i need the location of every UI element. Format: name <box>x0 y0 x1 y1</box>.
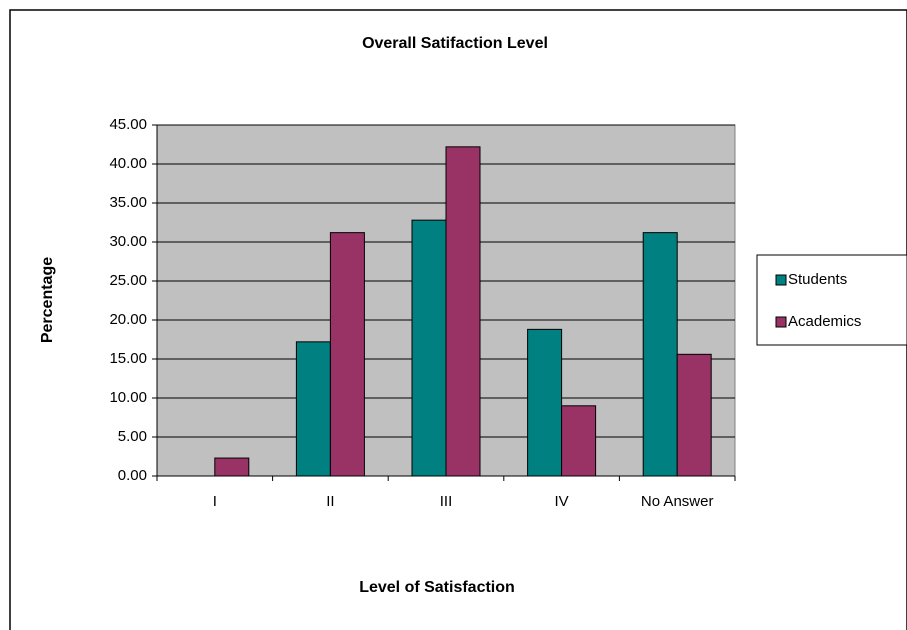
y-tick-label: 45.00 <box>109 116 147 133</box>
y-tick-label: 10.00 <box>109 389 147 406</box>
y-tick-label: 35.00 <box>109 194 147 211</box>
y-tick-label: 25.00 <box>109 272 147 289</box>
x-tick-label: II <box>326 493 334 510</box>
legend-swatch <box>775 274 787 286</box>
bar <box>642 232 678 477</box>
bar <box>445 146 481 477</box>
chart-title: Overall Satifaction Level <box>362 35 548 52</box>
bar <box>329 232 365 477</box>
x-tick-label: III <box>440 493 453 510</box>
bar <box>214 457 250 477</box>
bar <box>561 405 597 477</box>
bar <box>295 341 331 477</box>
y-tick-label: 40.00 <box>109 155 147 172</box>
y-tick-label: 15.00 <box>109 350 147 367</box>
bar <box>411 219 447 477</box>
y-tick-label: 5.00 <box>118 428 147 445</box>
bar <box>676 353 712 477</box>
y-tick-label: 20.00 <box>109 311 147 328</box>
y-axis-title: Percentage <box>39 257 56 343</box>
legend-label: Academics <box>788 313 861 330</box>
y-tick-label: 30.00 <box>109 233 147 250</box>
x-tick-label: No Answer <box>641 493 714 510</box>
bar <box>527 328 563 477</box>
x-tick-label: I <box>213 493 217 510</box>
y-tick-label: 0.00 <box>118 467 147 484</box>
x-axis-title: Level of Satisfaction <box>359 579 515 596</box>
x-tick-label: IV <box>555 493 569 510</box>
legend <box>756 254 907 346</box>
legend-label: Students <box>788 271 847 288</box>
legend-swatch <box>775 316 787 328</box>
